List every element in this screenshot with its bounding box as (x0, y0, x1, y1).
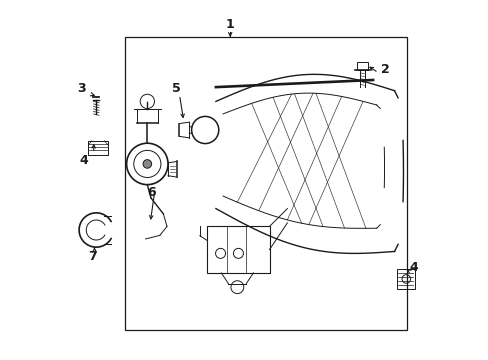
Circle shape (143, 159, 151, 168)
Text: 6: 6 (147, 186, 156, 199)
Bar (356, 62, 367, 70)
Bar (88, 141, 108, 155)
Bar (206, 226, 269, 273)
Bar (124, 37, 406, 330)
Text: 4: 4 (409, 261, 418, 274)
Text: 2: 2 (381, 63, 389, 76)
Text: 4: 4 (79, 154, 88, 167)
Text: 7: 7 (88, 250, 97, 263)
Text: 3: 3 (78, 82, 86, 95)
Text: 1: 1 (225, 18, 234, 31)
Bar (397, 269, 414, 289)
Text: 5: 5 (172, 82, 181, 95)
